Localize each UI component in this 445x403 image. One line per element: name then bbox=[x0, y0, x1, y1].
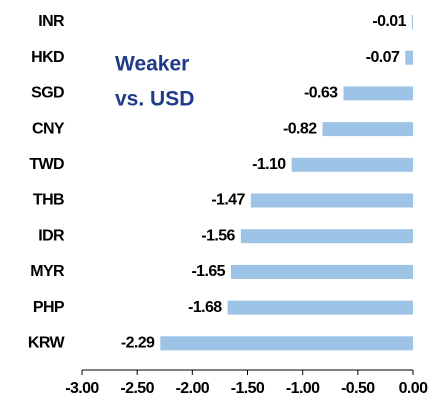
bar bbox=[160, 336, 413, 351]
bar bbox=[250, 193, 413, 208]
y-tick-label: TWD bbox=[29, 156, 64, 173]
y-tick-label: HKD bbox=[31, 49, 64, 66]
y-tick-label: CNY bbox=[32, 120, 65, 137]
x-tick-label: -2.00 bbox=[176, 380, 210, 397]
x-tick-label: -1.00 bbox=[286, 380, 320, 397]
value-label: -1.65 bbox=[191, 263, 225, 280]
value-label: -1.47 bbox=[211, 192, 245, 209]
value-label: -1.10 bbox=[252, 156, 286, 173]
bar bbox=[411, 15, 413, 29]
y-tick-label: THB bbox=[33, 192, 64, 209]
value-label: -2.29 bbox=[121, 335, 155, 352]
value-label: -0.01 bbox=[372, 13, 406, 30]
y-tick-label: PHP bbox=[33, 299, 65, 316]
value-label: -0.07 bbox=[366, 49, 400, 66]
value-label: -0.82 bbox=[283, 120, 317, 137]
value-label: -0.63 bbox=[304, 85, 338, 102]
bar bbox=[343, 86, 413, 101]
x-tick-label: -1.50 bbox=[231, 380, 265, 397]
bar bbox=[240, 229, 413, 244]
y-tick-label: IDR bbox=[38, 227, 65, 244]
x-tick-label: -2.50 bbox=[120, 380, 154, 397]
bar bbox=[322, 122, 413, 137]
x-tick-label: -3.00 bbox=[65, 380, 99, 397]
y-tick-label: INR bbox=[38, 13, 65, 30]
bar bbox=[230, 264, 413, 279]
bar bbox=[227, 300, 413, 315]
annotation: vs. USD bbox=[115, 88, 194, 111]
annotation: Weaker bbox=[115, 53, 189, 76]
y-tick-label: MYR bbox=[30, 263, 65, 280]
value-label: -1.68 bbox=[188, 299, 222, 316]
x-tick-label: 0.00 bbox=[399, 380, 428, 397]
y-tick-label: SGD bbox=[31, 85, 64, 102]
bar bbox=[291, 157, 413, 172]
y-tick-label: KRW bbox=[28, 335, 66, 352]
value-label: -1.56 bbox=[201, 227, 235, 244]
x-tick-label: -0.50 bbox=[341, 380, 375, 397]
bar bbox=[405, 50, 413, 65]
